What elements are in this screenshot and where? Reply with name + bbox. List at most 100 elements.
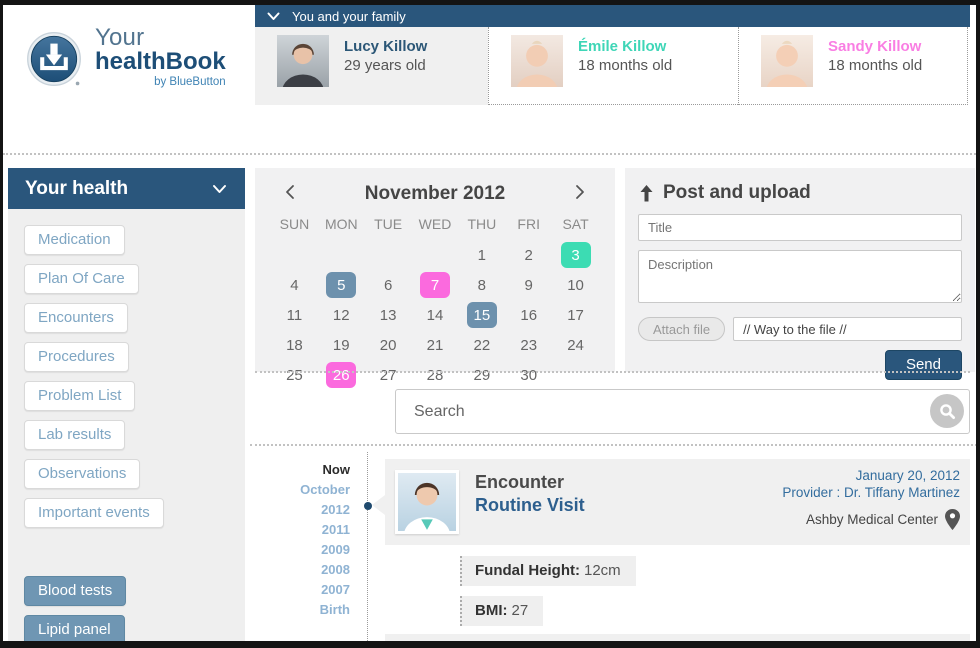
sidebar-item-lipid-panel[interactable]: Lipid panel xyxy=(24,615,125,645)
calendar-day-29[interactable]: 29 xyxy=(473,366,491,384)
upload-arrow-icon xyxy=(640,184,653,201)
calendar-day-4[interactable]: 4 xyxy=(290,276,299,294)
encounter-location: Ashby Medical Center xyxy=(805,512,938,527)
timeline-marker-dot xyxy=(364,502,372,510)
family-member-1[interactable]: Lucy Killow 29 years old xyxy=(255,27,488,105)
calendar-month-title: November 2012 xyxy=(364,182,506,204)
timeline-label-birth[interactable]: Birth xyxy=(319,602,350,617)
calendar-day-6[interactable]: 6 xyxy=(383,276,393,294)
post-title-input[interactable] xyxy=(638,214,962,241)
calendar-day-8[interactable]: 8 xyxy=(477,276,487,294)
post-description-input[interactable] xyxy=(638,250,962,303)
sidebar-item-medication[interactable]: Medication xyxy=(24,225,125,255)
sidebar-header[interactable]: Your health xyxy=(8,168,245,209)
calendar-day-11[interactable]: 11 xyxy=(286,306,303,324)
calendar-day-9[interactable]: 9 xyxy=(524,276,533,294)
sidebar-item-blood-tests[interactable]: Blood tests xyxy=(24,576,127,606)
calendar-day-21[interactable]: 21 xyxy=(426,336,444,354)
calendar-next-button[interactable] xyxy=(573,182,587,205)
calendar-weekday: THU xyxy=(467,216,497,232)
calendar-day-28[interactable]: 28 xyxy=(426,366,444,384)
encounter-card[interactable]: Encounter Routine Visit January 20, 2012… xyxy=(385,459,970,545)
calendar-day-14[interactable]: 14 xyxy=(426,306,444,324)
next-card-peek xyxy=(385,634,970,644)
provider-photo xyxy=(395,470,459,534)
map-pin-icon xyxy=(945,509,960,530)
calendar-weekday: TUE xyxy=(374,216,403,232)
measurement-label: BMI: xyxy=(475,602,508,619)
chevron-down-icon xyxy=(267,12,280,20)
family-member-2[interactable]: Émile Killow 18 months old xyxy=(488,27,738,105)
post-upload-title: Post and upload xyxy=(663,182,811,203)
timeline-label-now[interactable]: Now xyxy=(322,462,350,477)
sidebar-item-lab-results[interactable]: Lab results xyxy=(24,420,126,450)
timeline-label-october[interactable]: October xyxy=(300,482,350,497)
timeline-label-2008[interactable]: 2008 xyxy=(321,562,350,577)
encounter-provider: Provider : Dr. Tiffany Martinez xyxy=(782,485,960,500)
logo-word-healthbook: healthBook xyxy=(95,48,226,76)
calendar-day-3[interactable]: 3 xyxy=(552,242,599,268)
calendar-day-23[interactable]: 23 xyxy=(520,336,538,354)
frame-edge xyxy=(976,0,980,648)
calendar-day-24[interactable]: 24 xyxy=(567,336,584,354)
calendar-day-18[interactable]: 18 xyxy=(286,336,303,354)
member-name: Sandy Killow xyxy=(828,38,922,55)
encounter-date: January 20, 2012 xyxy=(855,468,960,483)
calendar-day-26[interactable]: 26 xyxy=(318,362,365,388)
calendar-day-1[interactable]: 1 xyxy=(477,246,487,264)
sidebar-item-procedures[interactable]: Procedures xyxy=(24,342,129,372)
calendar-day-7[interactable]: 7 xyxy=(412,272,459,298)
calendar-day-27[interactable]: 27 xyxy=(379,366,397,384)
calendar-day-empty xyxy=(552,362,599,388)
calendar-panel: November 2012 SUN MON TUE WED THU FRI SAT 1 2 3 4 5… xyxy=(255,168,615,388)
family-member-3[interactable]: Sandy Killow 18 months old xyxy=(738,27,968,105)
calendar-day-5[interactable]: 5 xyxy=(318,272,365,298)
measurement-fundal-height: Fundal Height: 12cm xyxy=(460,556,636,586)
calendar-prev-button[interactable] xyxy=(283,182,297,205)
chevron-down-icon xyxy=(213,184,226,193)
search-input[interactable] xyxy=(395,389,970,434)
sidebar-item-observations[interactable]: Observations xyxy=(24,459,141,489)
timeline-label-2009[interactable]: 2009 xyxy=(321,542,350,557)
calendar-day-10[interactable]: 10 xyxy=(567,276,584,294)
card-notch xyxy=(372,495,385,515)
member-age: 29 years old xyxy=(344,57,426,74)
calendar-day-20[interactable]: 20 xyxy=(379,336,397,354)
calendar-weekday: SAT xyxy=(562,216,589,232)
timeline-label-2012[interactable]: 2012 xyxy=(321,502,350,517)
sidebar-item-important-events[interactable]: Important events xyxy=(24,498,164,528)
sidebar-item-encounters[interactable]: Encounters xyxy=(24,303,128,333)
encounter-measurements: Fundal Height: 12cm BMI: 27 xyxy=(460,556,636,636)
calendar-day-13[interactable]: 13 xyxy=(379,306,397,324)
send-button[interactable]: Send xyxy=(884,350,962,380)
calendar-day-19[interactable]: 19 xyxy=(332,336,350,354)
post-upload-panel: Post and upload Attach file Send xyxy=(625,168,975,380)
chevron-left-icon xyxy=(286,185,294,199)
calendar-day-30[interactable]: 30 xyxy=(520,366,538,384)
sidebar-title: Your health xyxy=(25,177,129,199)
calendar-day-empty xyxy=(271,242,318,268)
calendar-grid: SUN MON TUE WED THU FRI SAT 1 2 3 4 5 6 7 8 9 10 11 12 13 14… xyxy=(271,213,599,388)
file-path-input[interactable] xyxy=(733,317,962,341)
timeline-label-2007[interactable]: 2007 xyxy=(321,582,350,597)
sidebar-item-problem-list[interactable]: Problem List xyxy=(24,381,136,411)
sidebar-your-health: Your health Medication Plan Of Care Encoun… xyxy=(8,168,245,645)
magnifier-icon xyxy=(939,403,955,419)
timeline-label-2011[interactable]: 2011 xyxy=(321,522,350,537)
calendar-day-12[interactable]: 12 xyxy=(332,306,350,324)
calendar-day-25[interactable]: 25 xyxy=(286,366,303,384)
member-photo xyxy=(761,35,813,87)
encounter-type: Encounter xyxy=(475,472,565,492)
timeline-line xyxy=(367,452,368,641)
calendar-day-17[interactable]: 17 xyxy=(567,306,584,324)
calendar-day-22[interactable]: 22 xyxy=(473,336,491,354)
calendar-day-15[interactable]: 15 xyxy=(458,302,505,328)
sidebar-item-plan-of-care[interactable]: Plan Of Care xyxy=(24,264,139,294)
calendar-day-2[interactable]: 2 xyxy=(524,246,533,264)
encounter-title: Routine Visit xyxy=(475,495,585,515)
search-button[interactable] xyxy=(930,394,964,428)
calendar-day-empty xyxy=(412,242,459,268)
calendar-day-16[interactable]: 16 xyxy=(520,306,538,324)
attach-file-button[interactable]: Attach file xyxy=(638,317,726,341)
family-bar[interactable]: You and your family xyxy=(255,5,970,27)
